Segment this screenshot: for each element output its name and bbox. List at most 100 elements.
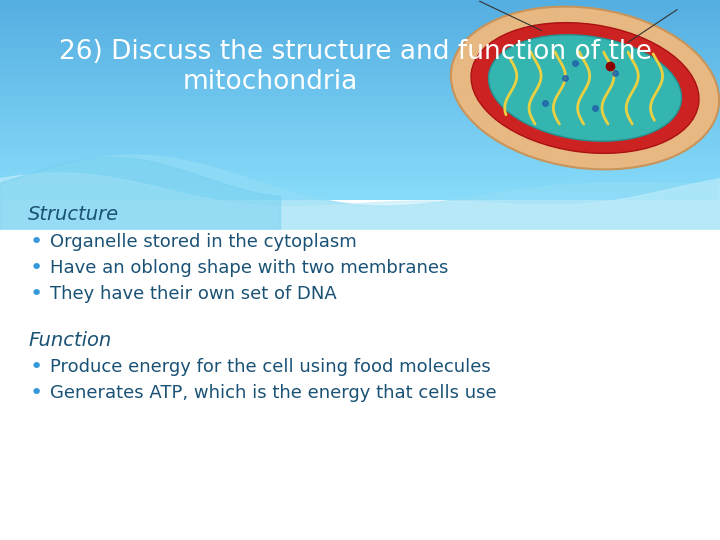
- Bar: [0, 74, 720, 75]
- Bar: [0, 164, 720, 165]
- Bar: [0, 49, 720, 50]
- Bar: [0, 3, 720, 4]
- Bar: [0, 39, 720, 40]
- Bar: [0, 94, 720, 95]
- Text: Organelle stored in the cytoplasm: Organelle stored in the cytoplasm: [50, 233, 356, 251]
- Bar: [0, 61, 720, 62]
- Bar: [0, 9, 720, 10]
- Bar: [0, 38, 720, 39]
- Bar: [0, 14, 720, 15]
- Text: Produce energy for the cell using food molecules: Produce energy for the cell using food m…: [50, 358, 491, 376]
- Bar: [0, 165, 720, 166]
- Bar: [0, 72, 720, 73]
- Bar: [0, 73, 720, 74]
- Bar: [0, 35, 720, 36]
- Bar: [0, 120, 720, 121]
- Bar: [0, 190, 720, 191]
- Bar: [0, 98, 720, 99]
- Bar: [0, 54, 720, 55]
- Bar: [0, 40, 720, 41]
- Bar: [0, 108, 720, 109]
- Bar: [0, 170, 720, 171]
- Bar: [0, 143, 720, 144]
- Bar: [0, 185, 720, 186]
- Bar: [0, 12, 720, 13]
- Bar: [0, 150, 720, 151]
- Bar: [0, 175, 720, 176]
- Bar: [0, 92, 720, 93]
- Bar: [0, 48, 720, 49]
- Bar: [0, 115, 720, 116]
- Bar: [0, 137, 720, 138]
- Bar: [0, 13, 720, 14]
- Bar: [0, 136, 720, 137]
- Bar: [0, 134, 720, 135]
- Bar: [0, 167, 720, 168]
- Bar: [0, 89, 720, 90]
- Bar: [0, 36, 720, 37]
- Bar: [0, 199, 720, 200]
- Bar: [0, 101, 720, 102]
- Bar: [0, 172, 720, 173]
- Bar: [0, 160, 720, 161]
- Bar: [0, 173, 720, 174]
- Bar: [0, 93, 720, 94]
- Bar: [0, 119, 720, 120]
- Bar: [0, 33, 720, 34]
- Bar: [0, 29, 720, 30]
- Bar: [0, 159, 720, 160]
- Text: Have an oblong shape with two membranes: Have an oblong shape with two membranes: [50, 259, 449, 277]
- Bar: [0, 15, 720, 16]
- Bar: [0, 177, 720, 178]
- Bar: [0, 197, 720, 198]
- Text: Generates ATP, which is the energy that cells use: Generates ATP, which is the energy that …: [50, 384, 497, 402]
- Bar: [0, 141, 720, 142]
- Bar: [0, 114, 720, 115]
- Bar: [0, 146, 720, 147]
- Bar: [0, 123, 720, 124]
- Bar: [0, 105, 720, 106]
- Bar: [0, 152, 720, 153]
- Bar: [0, 124, 720, 125]
- Bar: [0, 25, 720, 26]
- Ellipse shape: [451, 6, 719, 170]
- Bar: [0, 147, 720, 148]
- Bar: [0, 198, 720, 199]
- Bar: [0, 37, 720, 38]
- Bar: [0, 155, 720, 156]
- Bar: [0, 133, 720, 134]
- Text: Function: Function: [28, 330, 112, 349]
- Bar: [0, 67, 720, 68]
- Bar: [0, 32, 720, 33]
- Bar: [0, 107, 720, 108]
- Bar: [0, 95, 720, 96]
- Bar: [0, 86, 720, 87]
- Bar: [0, 0, 720, 1]
- Bar: [0, 148, 720, 149]
- Text: Structure: Structure: [28, 206, 119, 225]
- Bar: [0, 174, 720, 175]
- Bar: [0, 182, 720, 183]
- Bar: [0, 70, 720, 71]
- Bar: [0, 4, 720, 5]
- Bar: [0, 194, 720, 195]
- Bar: [0, 112, 720, 113]
- Bar: [0, 186, 720, 187]
- Bar: [0, 52, 720, 53]
- Bar: [0, 131, 720, 132]
- Bar: [0, 162, 720, 163]
- Bar: [0, 128, 720, 129]
- Bar: [0, 100, 720, 101]
- Bar: [0, 45, 720, 46]
- Bar: [0, 82, 720, 83]
- Bar: [0, 116, 720, 117]
- Text: •: •: [30, 258, 43, 278]
- Bar: [0, 2, 720, 3]
- Bar: [0, 84, 720, 85]
- Bar: [0, 63, 720, 64]
- Bar: [0, 78, 720, 79]
- Bar: [0, 169, 720, 170]
- Text: They have their own set of DNA: They have their own set of DNA: [50, 285, 337, 303]
- Bar: [0, 195, 720, 196]
- Bar: [0, 42, 720, 43]
